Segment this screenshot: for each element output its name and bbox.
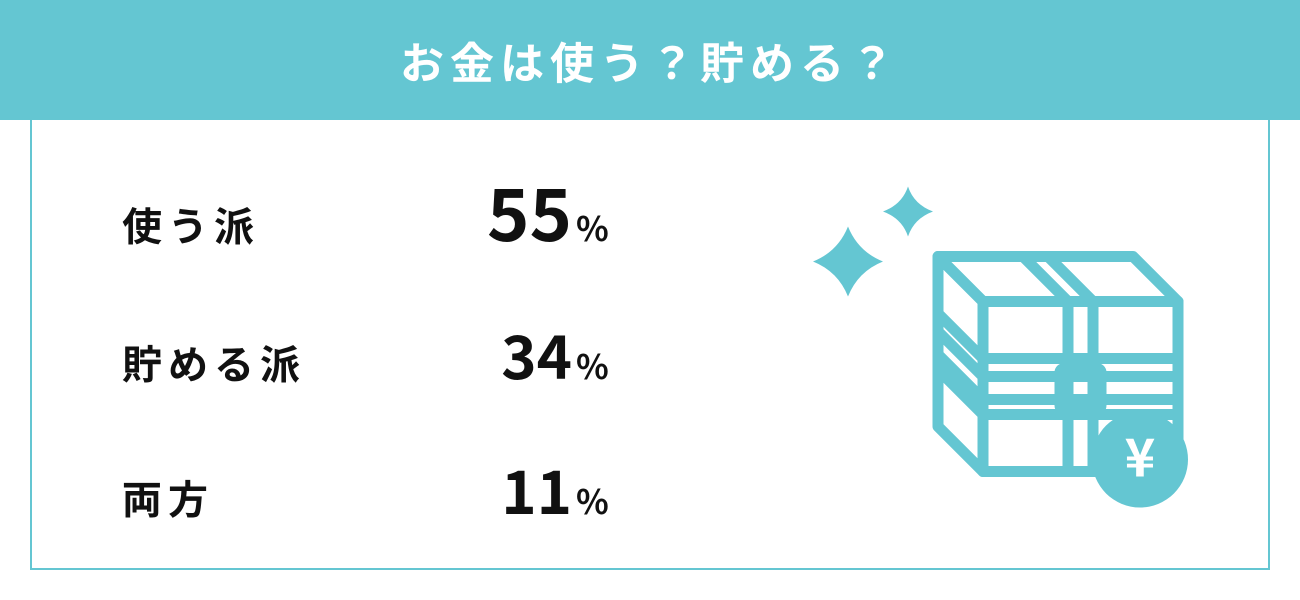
stats-list: 使う派 55 % 貯める派 34 % 両方 11 % (122, 157, 609, 532)
stat-value: 34 (442, 310, 572, 397)
stat-value: 11 (442, 445, 572, 532)
content-panel: 使う派 55 % 貯める派 34 % 両方 11 % (30, 120, 1270, 570)
stat-row: 両方 11 % (122, 445, 609, 532)
stat-unit: % (576, 340, 609, 389)
page-title: お金は使う？貯める？ (400, 28, 900, 92)
stat-value: 55 (442, 157, 572, 262)
stat-label: 両方 (122, 468, 442, 526)
stat-row: 貯める派 34 % (122, 310, 609, 397)
stat-unit: % (576, 475, 609, 524)
svg-text:¥: ¥ (1125, 417, 1156, 492)
stat-label: 使う派 (122, 195, 442, 253)
stat-row: 使う派 55 % (122, 157, 609, 262)
header-banner: お金は使う？貯める？ (0, 0, 1300, 120)
stat-unit: % (576, 202, 609, 251)
stat-label: 貯める派 (122, 333, 442, 391)
money-stack-icon: ¥ (788, 172, 1188, 517)
money-stack-svg: ¥ (788, 172, 1188, 512)
